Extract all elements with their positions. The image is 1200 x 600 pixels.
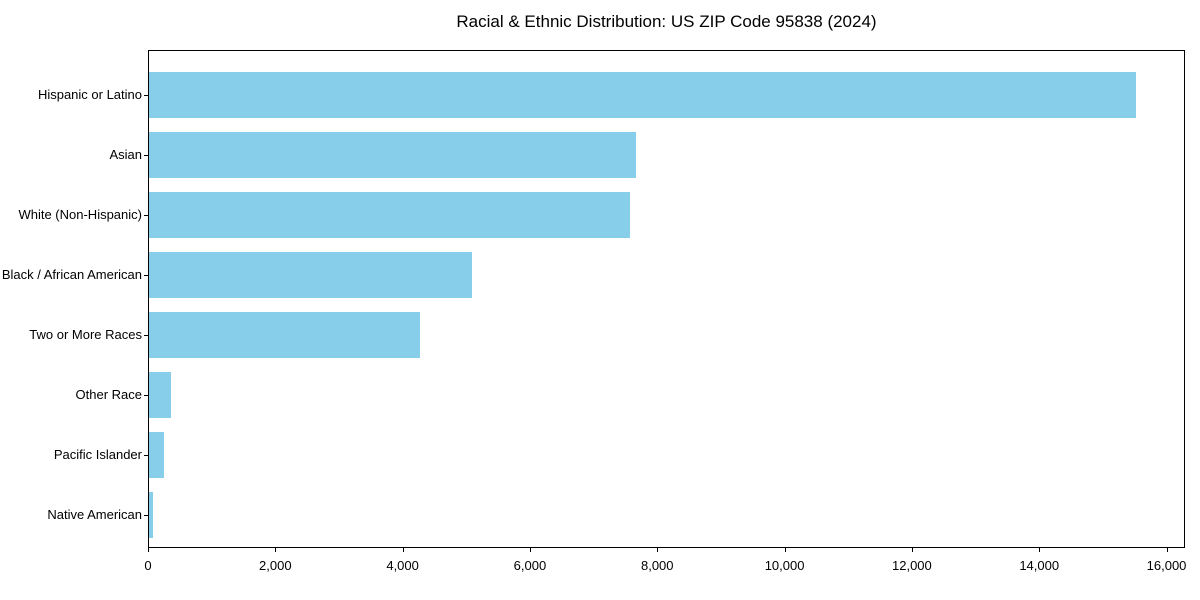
y-tick-mark (144, 275, 148, 276)
y-tick-label-two-or-more-races: Two or More Races (29, 327, 142, 342)
x-tick-label: 8,000 (640, 558, 674, 573)
y-tick-mark (144, 455, 148, 456)
y-tick-label-black-african-american: Black / African American (1, 267, 142, 282)
x-tick-label: 2,000 (259, 558, 292, 573)
bar-other-race (149, 372, 171, 418)
x-tick-mark (1166, 548, 1168, 552)
y-tick-label-native-american: Native American (47, 507, 142, 522)
y-tick-mark (144, 215, 148, 216)
x-tick-mark (402, 548, 404, 552)
plot-area (148, 50, 1185, 548)
bar-white-non-hispanic (149, 192, 630, 238)
x-tick-label: 10,000 (764, 558, 805, 573)
y-tick-label-hispanic-or-latino: Hispanic or Latino (37, 87, 142, 102)
bar-pacific-islander (149, 432, 164, 478)
x-tick-mark (148, 548, 149, 552)
y-tick-mark (144, 515, 148, 516)
y-tick-label-white-non-hispanic: White (Non-Hispanic) (18, 207, 142, 222)
y-tick-mark (144, 335, 148, 336)
x-tick-mark (529, 548, 531, 552)
chart-title: Racial & Ethnic Distribution: US ZIP Cod… (456, 12, 877, 31)
x-tick-mark (275, 548, 277, 552)
y-tick-label-asian: Asian (109, 147, 142, 162)
bar-asian (149, 132, 636, 178)
x-tick-label: 14,000 (1019, 558, 1060, 573)
bar-native-american (149, 492, 153, 538)
x-tick-mark (1039, 548, 1041, 552)
x-tick-mark (911, 548, 913, 552)
x-tick-label: 4,000 (386, 558, 419, 573)
x-tick-label: 6,000 (513, 558, 547, 573)
x-tick-mark (784, 548, 786, 552)
y-tick-label-other-race: Other Race (75, 387, 142, 402)
x-tick-label: 12,000 (892, 558, 932, 573)
y-tick-label-pacific-islander: Pacific Islander (53, 447, 142, 462)
y-tick-mark (144, 95, 148, 96)
x-tick-mark (657, 548, 659, 552)
bar-two-or-more-races (149, 312, 420, 358)
bar-black-african-american (149, 252, 472, 298)
y-tick-mark (144, 395, 148, 396)
x-tick-label: 0 (144, 558, 152, 573)
x-tick-label: 16,000 (1146, 558, 1187, 573)
y-tick-mark (144, 155, 148, 156)
bar-hispanic-or-latino (149, 72, 1136, 118)
